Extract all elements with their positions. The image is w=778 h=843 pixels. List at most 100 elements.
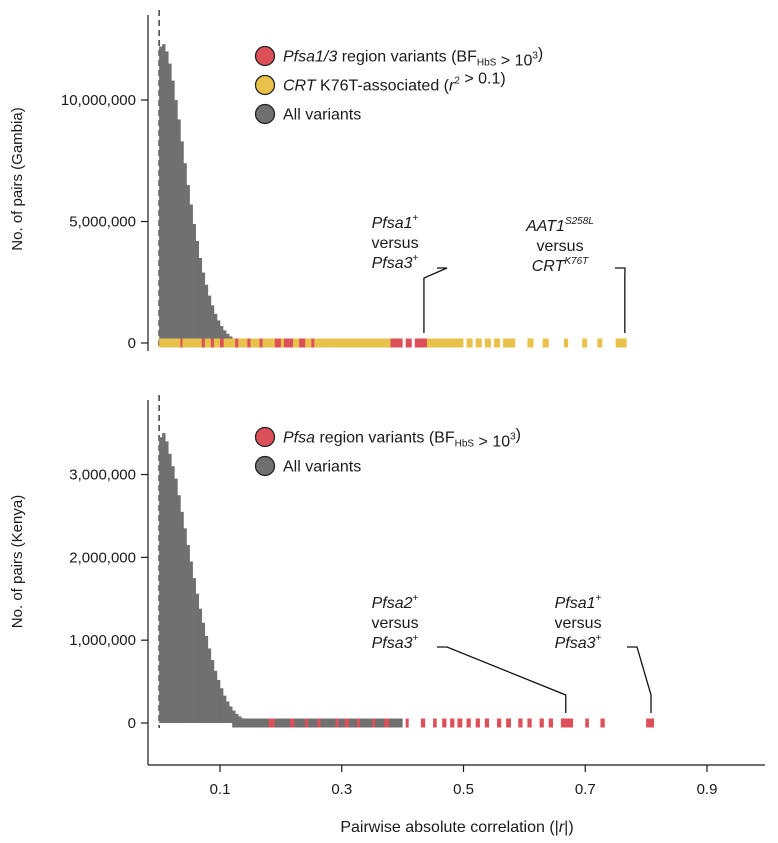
- variant-pair-mark: [527, 718, 532, 728]
- variant-pair-mark: [384, 718, 390, 728]
- y-tick-label: 10,000,000: [61, 92, 136, 109]
- variant-pair-mark: [493, 338, 501, 348]
- histogram-bar: [216, 320, 221, 343]
- variant-pair-mark: [527, 338, 534, 348]
- histogram-bar: [226, 333, 230, 343]
- legend-label-gray: All variants: [283, 459, 361, 476]
- legend-marker-gray: [254, 455, 276, 477]
- histogram-bar: [159, 437, 163, 723]
- annotation-text: versus: [371, 235, 418, 252]
- variant-pair-mark: [247, 338, 251, 348]
- histogram-bar: [216, 679, 221, 723]
- legend-marker-red: [254, 45, 276, 67]
- legend-marker-gray: [254, 103, 276, 125]
- panel-gambia: 0 5,000,000 10,000,000 No. of pairs (Gambia…: [9, 10, 627, 352]
- annotation-leader-line: [627, 646, 652, 713]
- histogram-bar: [183, 528, 187, 723]
- variant-pair-mark: [484, 718, 490, 728]
- histogram-bar: [168, 63, 172, 344]
- legend-label-red: Pfsa region variants (BFHbS > 103): [283, 427, 521, 451]
- variant-pair-mark: [390, 338, 403, 348]
- variant-pair-mark: [210, 338, 214, 348]
- annotation-text: Pfsa3+: [555, 633, 602, 652]
- variant-pair-mark: [563, 338, 569, 348]
- histogram-bar: [186, 544, 190, 723]
- histogram-bar: [168, 453, 172, 723]
- variant-pair-mark: [356, 718, 361, 728]
- variant-pair-mark: [484, 338, 491, 348]
- histogram-bar: [220, 688, 224, 723]
- histogram-bar: [162, 44, 166, 344]
- variant-pair-mark: [305, 718, 309, 728]
- x-tick-label: 0.1: [210, 781, 231, 798]
- variant-pair-mark: [311, 338, 315, 348]
- variant-pair-mark: [220, 338, 224, 348]
- variant-pair-mark: [180, 338, 183, 348]
- variant-pair-mark: [414, 338, 427, 348]
- annotation-leader-line: [437, 646, 567, 713]
- variant-pair-mark: [585, 718, 589, 728]
- histogram-bar: [207, 648, 212, 723]
- y-axis-title: No. of pairs (Kenya): [9, 495, 26, 628]
- histogram-bar: [195, 593, 199, 723]
- annotation-text: versus: [371, 615, 418, 632]
- histogram-bar: [198, 608, 203, 723]
- histogram-bar: [213, 670, 218, 723]
- legend-label-gray: All variants: [283, 107, 361, 124]
- variant-pair-mark: [450, 718, 455, 728]
- histogram-bar: [235, 713, 239, 723]
- variant-pair-mark: [426, 338, 464, 348]
- variant-pair-mark: [335, 718, 339, 728]
- histogram-bar: [213, 313, 218, 343]
- histogram-bar: [171, 466, 175, 723]
- annotation-text: Pfsa2+: [372, 593, 419, 612]
- histogram-bar: [232, 710, 236, 723]
- variant-pair-mark: [442, 718, 447, 728]
- histogram-bar: [177, 119, 181, 343]
- variant-pair-mark: [466, 338, 473, 348]
- y-tick-label: 2,000,000: [69, 549, 136, 566]
- y-tick-label: 1,000,000: [69, 632, 136, 649]
- histogram-bar: [189, 204, 193, 343]
- x-axis: 0.1 0.3 0.5 0.7 0.9 Pairwise absolute correla…: [148, 764, 765, 836]
- histogram-bar: [223, 330, 227, 343]
- variant-pair-mark: [201, 338, 205, 348]
- legend-label-red: Pfsa1/3 region variants (BFHbS > 103): [283, 46, 543, 70]
- annotation-text: Pfsa1+: [555, 593, 602, 612]
- histogram-bar: [210, 305, 215, 343]
- y-tick-label: 0: [128, 335, 136, 352]
- histogram-bar: [220, 325, 224, 343]
- annotation-text: Pfsa3+: [372, 633, 419, 652]
- histogram-bar: [174, 478, 178, 723]
- variant-pair-mark: [600, 718, 605, 728]
- y-tick-label: 3,000,000: [69, 467, 136, 484]
- histogram-bar: [183, 163, 187, 343]
- variant-pair-mark: [518, 718, 523, 728]
- histogram-bar: [210, 660, 215, 723]
- variant-pair-mark: [542, 338, 549, 348]
- variant-pair-mark: [235, 338, 239, 348]
- annotation-text: versus: [536, 238, 583, 255]
- histogram-bar: [207, 295, 212, 343]
- histogram-bar: [201, 622, 206, 723]
- variant-pair-mark: [259, 338, 263, 348]
- variant-pair-mark: [560, 718, 574, 728]
- annotation-text: CRTK76T: [532, 256, 589, 275]
- x-axis-title: Pairwise absolute correlation (|r|): [340, 819, 573, 836]
- variant-pair-mark: [299, 338, 306, 348]
- annotation-text: Pfsa3+: [372, 253, 419, 272]
- legend-marker-yellow: [254, 74, 276, 96]
- variant-pair-mark: [159, 338, 330, 348]
- variant-pair-mark: [646, 718, 655, 728]
- legend-marker-red: [254, 426, 276, 448]
- variant-pair-mark: [539, 718, 544, 728]
- variant-pair-mark: [506, 718, 511, 728]
- variant-pair-mark: [466, 718, 471, 728]
- panel-kenya: 0 1,000,000 2,000,000 3,000,000 No. of pairs…: [9, 395, 655, 765]
- histogram-bar: [177, 495, 181, 723]
- x-tick-label: 0.7: [575, 781, 596, 798]
- variant-pair-mark: [405, 718, 409, 728]
- annotation-leader-line: [423, 267, 448, 333]
- variant-pair-mark: [475, 338, 482, 348]
